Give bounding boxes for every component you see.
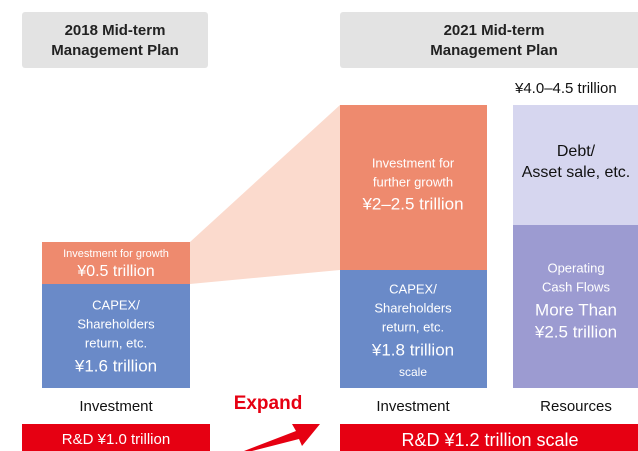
total-label: ¥4.0–4.5 trillion xyxy=(514,80,617,97)
growth-box xyxy=(340,105,487,270)
box-amount: ¥1.6 trillion xyxy=(74,356,157,375)
header-box xyxy=(22,12,208,68)
rd-bar xyxy=(340,424,638,451)
box-label: Shareholders xyxy=(374,300,452,315)
column-caption: Resources xyxy=(540,398,612,415)
debt-box xyxy=(513,105,638,225)
rd-label: R&D ¥1.0 trillion xyxy=(62,431,170,448)
box-label: CAPEX/ xyxy=(92,297,140,312)
box-amount: ¥1.8 trillion xyxy=(371,340,454,359)
expand-arrow xyxy=(244,424,320,451)
header-text: Management Plan xyxy=(430,42,558,59)
box-label: CAPEX/ xyxy=(389,281,437,296)
box-amount: ¥2.5 trillion xyxy=(534,322,617,341)
growth-box xyxy=(42,242,190,284)
rd-label: R&D ¥1.2 trillion scale xyxy=(401,430,578,450)
header-box xyxy=(340,12,638,68)
header-text: Management Plan xyxy=(51,42,179,59)
column-caption: Investment xyxy=(376,398,450,415)
box-label: Shareholders xyxy=(77,316,155,331)
box-amount: More Than xyxy=(535,300,617,319)
box-label: Asset sale, etc. xyxy=(522,164,631,181)
cash-box xyxy=(513,225,638,388)
capex-box xyxy=(42,284,190,388)
column-caption: Investment xyxy=(79,398,153,415)
box-label: further growth xyxy=(373,174,453,189)
header-text: 2018 Mid-term xyxy=(65,22,166,39)
box-amount: ¥2–2.5 trillion xyxy=(361,194,463,213)
expand-wedge xyxy=(190,105,340,284)
box-label: return, etc. xyxy=(85,335,147,350)
box-label: Cash Flows xyxy=(542,279,610,294)
box-label: Investment for growth xyxy=(63,248,169,260)
box-label: Investment for xyxy=(372,155,455,170)
box-label: return, etc. xyxy=(382,319,444,334)
box-suffix: scale xyxy=(399,365,427,379)
rd-bar xyxy=(22,424,210,451)
box-amount: ¥0.5 trillion xyxy=(76,263,154,280)
box-label: Operating xyxy=(547,260,604,275)
capex-box xyxy=(340,270,487,388)
header-text: 2021 Mid-term xyxy=(444,22,545,39)
box-label: Debt/ xyxy=(557,143,596,160)
expand-label: Expand xyxy=(234,393,303,414)
